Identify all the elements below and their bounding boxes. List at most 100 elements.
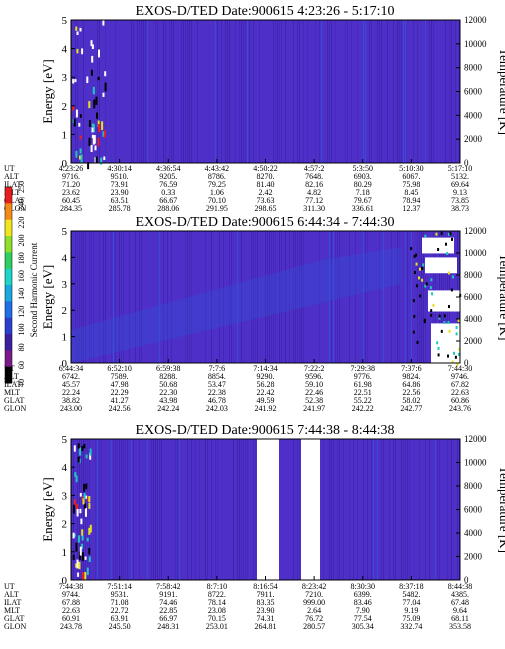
table-row-label: GLON — [4, 404, 26, 413]
table-cell: 75.98 — [402, 180, 420, 189]
table-cell: 74.31 — [257, 614, 275, 623]
colorbar-tick-label: 100 — [17, 324, 26, 336]
table-cell: 22.63 — [451, 388, 469, 397]
spectrogram-stripe — [237, 231, 238, 363]
spectrogram-stripe — [255, 231, 256, 363]
noise-speck — [104, 82, 107, 92]
noise-speck — [413, 314, 416, 318]
spectrogram-stripe — [147, 439, 148, 580]
spectrogram-stripe — [129, 231, 130, 363]
spectrogram-stripe — [155, 439, 156, 580]
noise-speck — [451, 275, 454, 279]
spectrogram-stripe — [363, 231, 364, 363]
spectrogram-stripe — [335, 231, 336, 363]
spectrogram-stripe — [301, 231, 302, 363]
spectrogram-stripe — [293, 231, 294, 363]
spectrogram-stripe — [85, 231, 86, 363]
table-cell: 22.56 — [402, 388, 420, 397]
y-tick-label: 1 — [62, 129, 68, 141]
spectrogram-stripe — [393, 20, 394, 163]
spectrogram-stripe — [367, 439, 368, 580]
table-cell: 22.63 — [62, 606, 80, 615]
spectrogram-stripe — [247, 439, 248, 580]
noise-speck — [72, 504, 75, 514]
spectrogram-stripe — [353, 439, 354, 580]
spectrogram-stripe — [369, 20, 370, 163]
noise-speck — [83, 493, 86, 500]
y2-tick-label: 4000 — [464, 110, 483, 120]
table-cell: 241.97 — [303, 404, 325, 413]
spectrogram-stripe — [241, 231, 242, 363]
table-cell: 60.91 — [62, 614, 80, 623]
noise-speck — [448, 271, 450, 275]
noise-speck — [447, 232, 450, 236]
table-cell: 77.12 — [305, 196, 323, 205]
spectrogram-stripe — [239, 439, 240, 580]
data-gap — [425, 257, 457, 274]
chart-title: EXOS-D/TED Date:900615 6:44:34 - 7:44:30 — [136, 215, 395, 230]
spectrogram-stripe — [133, 439, 134, 580]
noise-speck — [76, 509, 79, 517]
spectrogram-stripe — [387, 20, 388, 163]
table-cell: 2.42 — [259, 188, 273, 197]
spectrogram-stripe — [139, 20, 140, 163]
y2-tick-label: 8000 — [464, 63, 483, 73]
spectrogram-stripe — [89, 439, 90, 580]
spectrogram-stripe — [403, 439, 404, 580]
data-gap — [257, 439, 279, 580]
table-cell: 22.30 — [159, 388, 177, 397]
noise-speck — [456, 362, 459, 366]
noise-speck — [451, 360, 454, 364]
spectrogram-stripe — [159, 231, 160, 363]
spectrogram-stripe — [159, 439, 160, 580]
noise-speck — [87, 162, 90, 170]
spectrogram-stripe — [277, 20, 278, 163]
noise-speck — [445, 242, 447, 246]
noise-speck — [95, 156, 98, 164]
spectrogram-stripe — [395, 439, 396, 580]
spectrogram-stripe — [215, 439, 216, 580]
spectrogram-stripe — [297, 20, 298, 163]
noise-speck — [80, 518, 83, 525]
spectrogram-stripe — [105, 20, 106, 163]
y2-axis-label: Temperature [K] — [497, 466, 505, 553]
spectrogram-stripe — [225, 20, 226, 163]
noise-speck — [77, 456, 80, 463]
spectrogram-stripe — [331, 20, 332, 163]
noise-speck — [98, 49, 100, 58]
noise-speck — [437, 347, 440, 350]
colorbar-tick-label: 180 — [17, 252, 26, 264]
spectrogram-stripe — [349, 439, 350, 580]
colorbar-tick-label: 60 — [17, 361, 26, 369]
table-cell: 8:7:10 — [207, 582, 227, 591]
spectrogram-stripe — [223, 231, 224, 363]
spectrogram-stripe — [175, 439, 176, 580]
spectrogram-stripe — [145, 20, 146, 163]
spectrogram-stripe — [217, 20, 218, 163]
table-cell: 66.67 — [159, 196, 177, 205]
noise-speck — [455, 332, 458, 336]
table-cell: 9290. — [257, 372, 275, 381]
table-cell: 243.76 — [449, 404, 471, 413]
spectrogram-stripe — [245, 439, 246, 580]
table-cell: 311.30 — [303, 204, 325, 213]
spectrogram-stripe — [347, 20, 348, 163]
spectrogram-stripe — [383, 231, 384, 363]
spectrogram-stripe — [93, 231, 94, 363]
spectrogram-stripe — [321, 20, 322, 163]
table-cell: 70.10 — [208, 196, 226, 205]
spectrogram-stripe — [115, 20, 116, 163]
y2-tick-label: 6000 — [464, 505, 483, 515]
panel-2: EXOS-D/TED Date:900615 6:44:34 - 7:44:30… — [4, 215, 505, 413]
noise-speck — [95, 96, 98, 105]
noise-speck — [78, 551, 81, 560]
spectrogram-stripe — [81, 439, 82, 580]
table-cell: 1.06 — [210, 188, 224, 197]
spectrogram-stripe — [231, 231, 232, 363]
noise-speck — [446, 252, 449, 256]
table-cell: 12.37 — [402, 204, 420, 213]
spectrogram-stripe — [173, 20, 174, 163]
noise-speck — [419, 267, 421, 271]
colorbar-segment — [5, 334, 12, 351]
spectrogram-stripe — [371, 20, 372, 163]
